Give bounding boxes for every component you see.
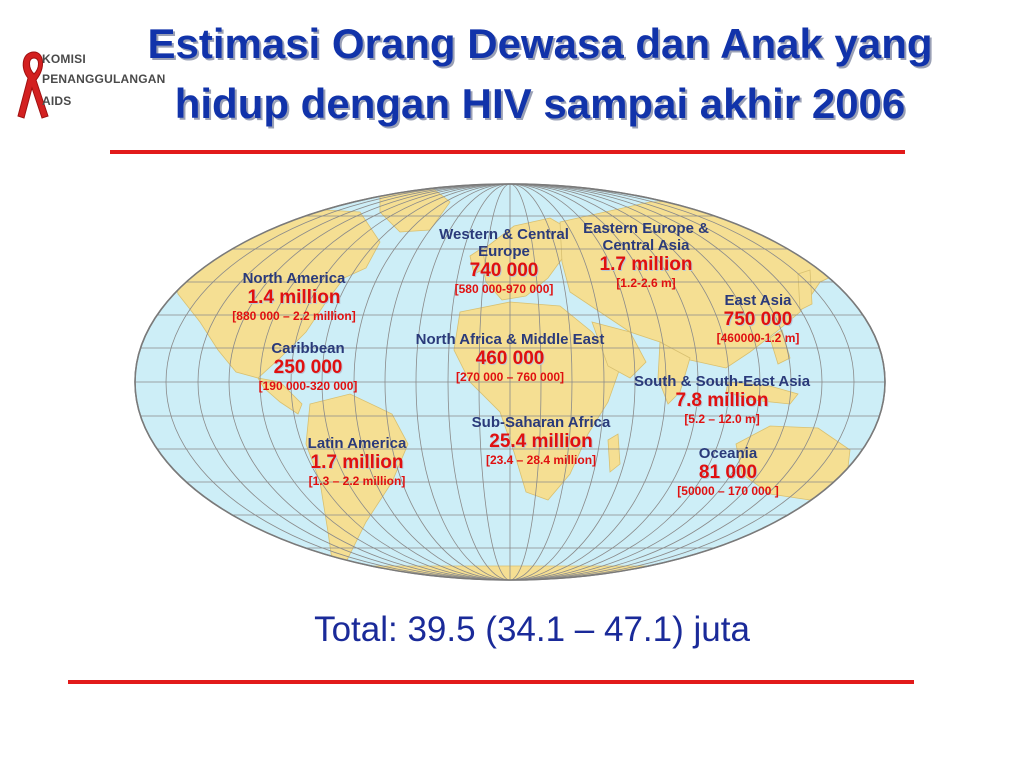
region-caribbean: Caribbean 250 000 [190 000-320 000] bbox=[259, 340, 358, 394]
region-name: Caribbean bbox=[271, 340, 345, 357]
red-ribbon-icon bbox=[17, 51, 49, 119]
bottom-divider bbox=[68, 680, 914, 684]
region-name: North Africa & Middle East bbox=[415, 331, 605, 348]
region-name: South & South-East Asia bbox=[633, 373, 811, 390]
region-range: [190 000-320 000] bbox=[258, 379, 358, 393]
region-range: [460000-1.2 m] bbox=[716, 331, 800, 345]
region-value: 750 000 bbox=[723, 309, 793, 330]
region-range: [50000 – 170 000 ] bbox=[677, 484, 779, 498]
region-north-africa-middle-east: North Africa & Middle East 460 000 [270 … bbox=[416, 331, 605, 385]
region-value: 250 000 bbox=[273, 357, 343, 378]
japan bbox=[797, 269, 813, 311]
logo-line-2: PENANGGULANGAN bbox=[42, 72, 166, 86]
europe bbox=[479, 217, 575, 301]
region-name: Sub-Saharan Africa bbox=[471, 414, 611, 431]
region-range: [270 000 – 760 000] bbox=[455, 370, 565, 384]
philippines bbox=[769, 329, 791, 365]
region-eastern-europe-central-asia: Eastern Europe & Central Asia 1.7 millio… bbox=[581, 220, 711, 291]
region-name: East Asia bbox=[724, 292, 792, 309]
region-range: [580 000-970 000] bbox=[454, 282, 554, 296]
madagascar bbox=[607, 433, 621, 473]
region-range: [1.3 – 2.2 million] bbox=[308, 474, 406, 488]
region-south-southeast-asia: South & South-East Asia 7.8 million [5.2… bbox=[634, 373, 810, 427]
region-value: 460 000 bbox=[475, 348, 545, 369]
graticule bbox=[135, 184, 885, 580]
title-divider bbox=[110, 150, 905, 154]
region-value: 1.7 million bbox=[310, 452, 404, 473]
region-value: 1.4 million bbox=[247, 287, 341, 308]
logo-line-3: AIDS bbox=[42, 94, 72, 108]
region-range: [5.2 – 12.0 m] bbox=[684, 412, 760, 426]
kpa-logo: KOMISI PENANGGULANGAN AIDS bbox=[14, 44, 174, 134]
new-zealand bbox=[871, 491, 885, 523]
region-name: Western & Central Europe bbox=[439, 226, 569, 260]
region-value: 25.4 million bbox=[489, 431, 593, 452]
total-estimate: Total: 39.5 (34.1 – 47.1) juta bbox=[314, 610, 750, 649]
region-oceania: Oceania 81 000 [50000 – 170 000 ] bbox=[677, 445, 778, 499]
south-america bbox=[305, 393, 409, 575]
region-name: Latin America bbox=[307, 435, 407, 452]
region-range: [1.2-2.6 m] bbox=[616, 276, 676, 290]
british-isles bbox=[469, 247, 487, 275]
page-title-line-2: hidup dengan HIV sampai akhir 2006 bbox=[174, 80, 906, 127]
region-range: [880 000 – 2.2 million] bbox=[232, 309, 356, 323]
region-name: North America bbox=[242, 270, 346, 287]
region-value: 740 000 bbox=[469, 260, 539, 281]
region-north-america: North America 1.4 million [880 000 – 2.2… bbox=[232, 270, 355, 324]
page-title-line-1: Estimasi Orang Dewasa dan Anak yang bbox=[147, 20, 933, 67]
logo-line-1: KOMISI bbox=[42, 52, 86, 66]
region-name: Oceania bbox=[698, 445, 758, 462]
region-value: 7.8 million bbox=[675, 390, 769, 411]
region-range: [23.4 – 28.4 million] bbox=[485, 453, 597, 467]
region-western-central-europe: Western & Central Europe 740 000 [580 00… bbox=[429, 226, 579, 297]
region-latin-america: Latin America 1.7 million [1.3 – 2.2 mil… bbox=[308, 435, 407, 489]
region-value: 81 000 bbox=[698, 462, 758, 483]
arabia bbox=[591, 321, 647, 379]
world-map bbox=[134, 183, 886, 581]
region-value: 1.7 million bbox=[599, 254, 693, 275]
region-east-asia: East Asia 750 000 [460000-1.2 m] bbox=[717, 292, 800, 346]
region-name: Eastern Europe & Central Asia bbox=[583, 220, 709, 254]
indonesia bbox=[725, 381, 799, 405]
region-sub-saharan-africa: Sub-Saharan Africa 25.4 million [23.4 – … bbox=[472, 414, 611, 468]
